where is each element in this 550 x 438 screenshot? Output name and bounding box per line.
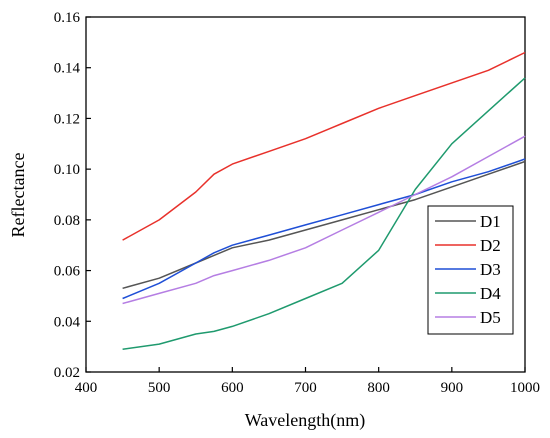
y-tick-label: 0.12 xyxy=(54,111,80,127)
legend-box xyxy=(427,205,514,335)
legend-label-d2: D2 xyxy=(480,236,501,255)
legend-label-d1: D1 xyxy=(480,212,501,231)
legend: D1 D2 D3 D4 D5 xyxy=(427,205,514,335)
y-tick-label: 0.08 xyxy=(54,213,80,229)
y-tick-label: 0.14 xyxy=(54,61,81,77)
y-axis: 0.02 0.04 0.06 0.08 0.10 0.12 0.14 0.16 xyxy=(54,10,91,381)
legend-label-d3: D3 xyxy=(480,260,501,279)
x-tick-label: 700 xyxy=(294,380,317,396)
y-tick-label: 0.06 xyxy=(54,264,81,280)
y-axis-title: Reflectance xyxy=(8,153,28,238)
x-tick-label: 800 xyxy=(367,380,390,396)
series-line-d2 xyxy=(122,51,526,241)
series-lines xyxy=(122,51,526,350)
x-tick-label: 500 xyxy=(148,380,171,396)
x-tick-label: 900 xyxy=(441,380,464,396)
y-tick-label: 0.02 xyxy=(54,365,80,381)
x-tick-label: 1000 xyxy=(510,380,540,396)
series-line-d3 xyxy=(122,158,526,300)
legend-label-d4: D4 xyxy=(480,284,501,303)
y-tick-label: 0.16 xyxy=(54,10,81,26)
y-tick-label: 0.04 xyxy=(54,314,81,330)
legend-label-d5: D5 xyxy=(480,308,501,327)
x-tick-label: 600 xyxy=(221,380,244,396)
series-line-d4 xyxy=(122,77,526,350)
x-tick-label: 400 xyxy=(75,380,98,396)
y-tick-label: 0.10 xyxy=(54,162,80,178)
series-line-d5 xyxy=(122,135,526,305)
x-axis: 400 500 600 700 800 900 1000 xyxy=(75,367,540,396)
x-axis-title: Wavelength(nm) xyxy=(245,410,366,431)
